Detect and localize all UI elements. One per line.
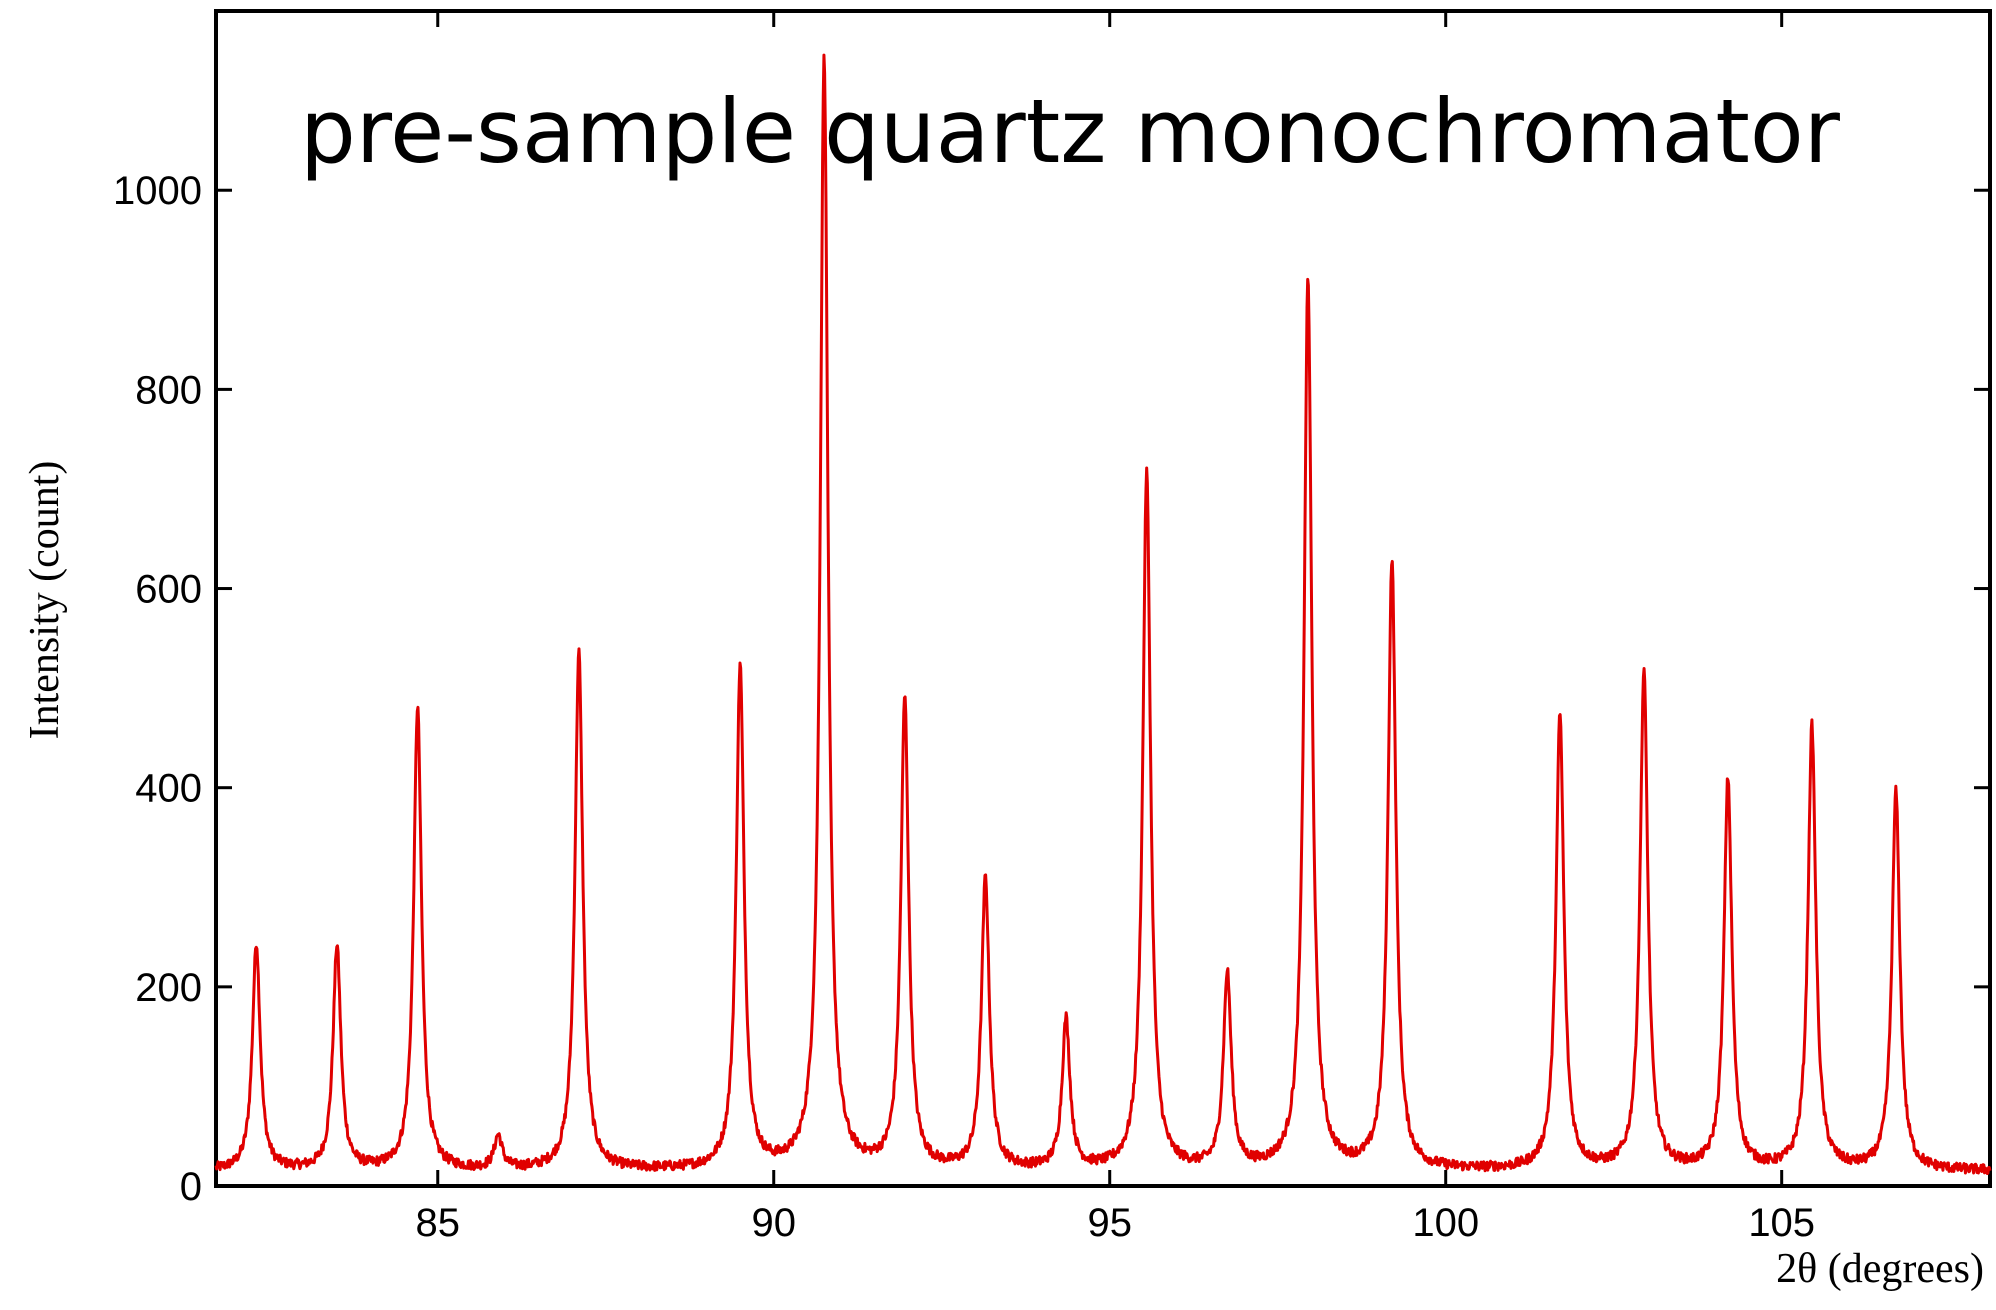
y-tick-label: 800 [135, 368, 202, 412]
data-point [1145, 472, 1149, 476]
data-point [1064, 1020, 1068, 1024]
x-tick-label: 90 [751, 1201, 796, 1245]
data-point [254, 942, 258, 946]
data-point [822, 59, 826, 63]
data-point [577, 651, 581, 655]
data-point [1726, 779, 1730, 783]
chart-title: pre-sample quartz monochromator [300, 80, 1841, 183]
x-axis-ticks: 85 90 95 100 105 [416, 11, 1815, 1245]
y-tick-label: 600 [135, 568, 202, 612]
data-point [1306, 280, 1310, 284]
plot-frame [214, 9, 1992, 1188]
data-point [1225, 975, 1229, 979]
data-point [903, 699, 907, 703]
data-point [1894, 791, 1898, 795]
data-point [496, 1136, 500, 1140]
data-point [983, 878, 987, 882]
data-point [416, 706, 420, 710]
x-axis-label: 2θ (degrees) [1776, 1246, 1984, 1292]
x-tick-label: 100 [1412, 1201, 1479, 1245]
series-line [214, 53, 1992, 1176]
data-point [1390, 560, 1394, 564]
y-axis-ticks: 0 200 400 600 800 1000 [113, 169, 1990, 1209]
y-tick-label: 400 [135, 767, 202, 811]
y-tick-label: 0 [180, 1165, 202, 1209]
x-tick-label: 95 [1087, 1201, 1132, 1245]
y-tick-label: 200 [135, 966, 202, 1010]
data-point [335, 945, 339, 949]
x-tick-label: 105 [1748, 1201, 1815, 1245]
y-tick-label: 1000 [113, 169, 202, 213]
data-point [1810, 726, 1814, 730]
x-tick-label: 85 [416, 1201, 461, 1245]
data-point [738, 666, 742, 670]
data-point [1558, 714, 1562, 718]
y-axis-label: Intensity (count) [22, 461, 68, 740]
data-point [1642, 671, 1646, 675]
